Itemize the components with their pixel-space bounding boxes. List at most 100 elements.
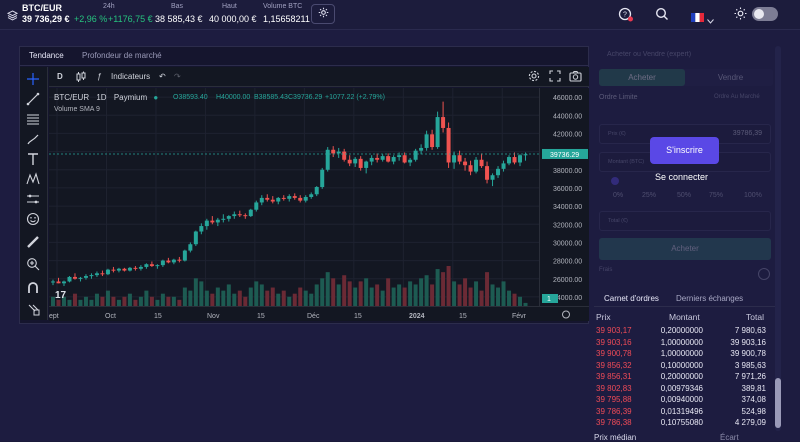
volume-bar: [325, 272, 330, 306]
indicators-button[interactable]: Indicateurs: [111, 72, 151, 81]
orderbook-row[interactable]: 39 903,16 1,00000000 39 903,16: [596, 338, 768, 349]
stat-24h-label: 24h: [103, 3, 115, 10]
submit-order-button[interactable]: Acheter: [599, 238, 771, 260]
candle-body: [446, 127, 451, 163]
price-tick-label: 42000.00: [553, 131, 582, 138]
volume-bar: [485, 272, 490, 306]
tab-last-trades[interactable]: Derniers échanges: [676, 294, 744, 303]
orderbook-row[interactable]: 39 903,17 0,20000000 7 980,63: [596, 326, 768, 337]
price-chart[interactable]: 17: [49, 88, 539, 306]
orderbook-row[interactable]: 39 900,78 1,00000000 39 900,78: [596, 349, 768, 360]
info-icon[interactable]: [758, 268, 770, 280]
orderbook-price: 39 903,17: [596, 326, 632, 335]
brush-icon[interactable]: [26, 132, 40, 146]
orderbook-row[interactable]: 39 786,38 0,10755080 4 279,09: [596, 418, 768, 429]
candle-body: [419, 147, 424, 151]
magnet-icon[interactable]: [26, 281, 40, 295]
settings-button[interactable]: [311, 4, 335, 24]
chart-settings-icon[interactable]: [528, 70, 540, 84]
volume-bar: [199, 281, 204, 306]
orderbook-col-price: Prix: [596, 312, 611, 322]
signup-button[interactable]: S'inscrire: [650, 137, 719, 164]
sidebar-scroll-thumb[interactable]: [775, 378, 781, 428]
pct-75[interactable]: 75%: [709, 192, 724, 199]
sun-icon[interactable]: [734, 7, 747, 25]
volume-bar: [435, 269, 440, 306]
tab-tendance[interactable]: Tendance: [29, 51, 64, 60]
candle-body: [265, 197, 270, 200]
flag-fr-icon[interactable]: [691, 9, 704, 27]
candle-body: [353, 158, 358, 164]
pattern-icon[interactable]: [26, 172, 40, 186]
fullscreen-icon[interactable]: [549, 70, 561, 84]
pct-25[interactable]: 25%: [642, 192, 657, 199]
search-icon[interactable]: [655, 7, 669, 26]
lock-drawings-icon[interactable]: [26, 302, 40, 316]
volume-bar: [210, 293, 215, 306]
pct-100[interactable]: 100%: [744, 192, 762, 199]
orderbook-row[interactable]: 39 802,83 0,00979346 389,81: [596, 384, 768, 395]
volume-bar: [369, 287, 374, 306]
orderbook-row[interactable]: 39 786,39 0,01319496 524,98: [596, 407, 768, 418]
text-tool-icon[interactable]: [26, 152, 40, 166]
candle-body: [331, 149, 336, 154]
pct-50[interactable]: 50%: [677, 192, 692, 199]
pct-0[interactable]: 0%: [613, 192, 624, 199]
stat-24h-abs: +1176,75 €: [108, 14, 153, 24]
spread-label: Écart: [720, 433, 739, 442]
time-tick-label: 15: [257, 313, 265, 320]
login-link[interactable]: Se connecter: [655, 172, 709, 182]
order-type-market[interactable]: Ordre Au Marché: [714, 94, 760, 100]
fib-lines-icon[interactable]: [26, 112, 40, 126]
time-axis[interactable]: ept Oct 15 Nov 15 Déc 15 2024 15 Févr: [49, 306, 589, 321]
emoji-icon[interactable]: [26, 212, 40, 226]
tab-profondeur[interactable]: Profondeur de marché: [82, 51, 162, 60]
volume-bar: [177, 299, 182, 306]
total-field[interactable]: Total (€): [599, 211, 771, 231]
candle-body: [391, 157, 396, 162]
crosshair-icon[interactable]: [26, 72, 40, 86]
pair-name[interactable]: BTC/EUR: [22, 3, 62, 13]
indicators-icon[interactable]: ƒ: [97, 72, 102, 81]
candle-body: [358, 158, 363, 168]
orderbook-row[interactable]: 39 856,31 0,20000000 7 971,26: [596, 372, 768, 383]
theme-toggle[interactable]: [752, 7, 778, 21]
candle-body: [111, 269, 116, 271]
candle-body: [479, 159, 484, 167]
undo-icon[interactable]: ↶: [159, 72, 166, 81]
candle-body: [89, 275, 94, 277]
candle-body: [452, 155, 457, 163]
chevron-down-icon[interactable]: [707, 11, 714, 29]
stat-volume-label: Volume BTC: [263, 3, 303, 10]
volume-bar: [430, 284, 435, 306]
time-tick-label: 15: [459, 313, 467, 320]
stat-low-label: Bas: [171, 3, 184, 10]
amount-slider[interactable]: [611, 177, 619, 185]
sell-tab[interactable]: Vendre: [717, 73, 744, 82]
candle-body: [523, 154, 528, 156]
volume-bar: [265, 290, 270, 306]
measure-lines-icon[interactable]: [26, 192, 40, 206]
camera-icon[interactable]: [569, 70, 582, 84]
trendline-icon[interactable]: [26, 92, 40, 106]
interval-button[interactable]: D: [57, 72, 63, 81]
price-axis[interactable]: 46000.0044000.0042000.0040000.0038000.00…: [539, 88, 589, 306]
help-icon[interactable]: ?: [618, 7, 634, 28]
volume-bar: [204, 290, 209, 306]
candle-body: [171, 259, 176, 263]
candle-type-icon[interactable]: [76, 71, 86, 85]
sidebar-scrollbar[interactable]: [775, 46, 781, 431]
ruler-icon[interactable]: [26, 235, 40, 249]
buy-tab[interactable]: Acheter: [599, 69, 685, 86]
price-tick-label: 38000.00: [553, 168, 582, 175]
tab-orderbook[interactable]: Carnet d'ordres: [604, 294, 659, 303]
candle-body: [237, 214, 242, 216]
order-type-limit[interactable]: Ordre Limite: [599, 94, 638, 101]
orderbook-row[interactable]: 39 856,32 0,10000000 3 985,63: [596, 361, 768, 372]
zoom-in-icon[interactable]: [26, 257, 40, 271]
amount-field-label: Montant (BTC): [608, 159, 645, 165]
orderbook-row[interactable]: 39 795,88 0,00940000 374,08: [596, 395, 768, 406]
redo-icon[interactable]: ↷: [174, 72, 181, 81]
candle-body: [138, 266, 143, 269]
orderbook-total: 4 279,09: [734, 418, 766, 427]
